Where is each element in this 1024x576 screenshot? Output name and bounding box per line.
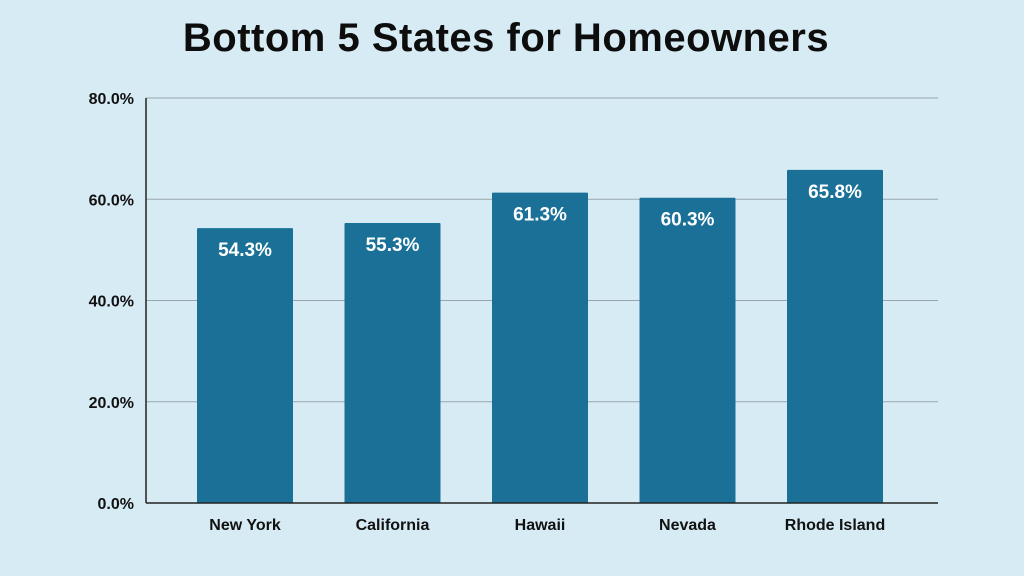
bar-value-label: 55.3% [366,235,420,256]
bar-value-label: 65.8% [808,182,862,203]
bar [344,223,441,503]
labels: 0.0% 20.0% 40.0% 60.0% 80.0% 54.3% New York 55.… [89,91,886,534]
bars [197,169,883,503]
y-tick-label: 20.0% [89,395,134,412]
y-tick-label: 80.0% [89,91,134,108]
x-category-label: Rhode Island [785,517,885,534]
bar [492,192,588,503]
y-tick-label: 60.0% [89,192,134,209]
bar [197,228,293,503]
bar-value-label: 54.3% [218,240,272,261]
chart-title: Bottom 5 States for Homeowners [182,16,830,60]
x-category-label: Hawaii [515,517,566,534]
x-category-label: New York [209,517,281,534]
bar [639,197,736,503]
bar-value-label: 60.3% [661,210,715,231]
x-category-label: California [356,517,430,534]
bar [787,169,883,503]
bar-value-label: 61.3% [513,205,567,226]
y-tick-label: 0.0% [98,496,134,513]
x-category-label: Nevada [659,517,716,534]
y-tick-label: 40.0% [89,294,134,311]
axes [145,98,938,504]
